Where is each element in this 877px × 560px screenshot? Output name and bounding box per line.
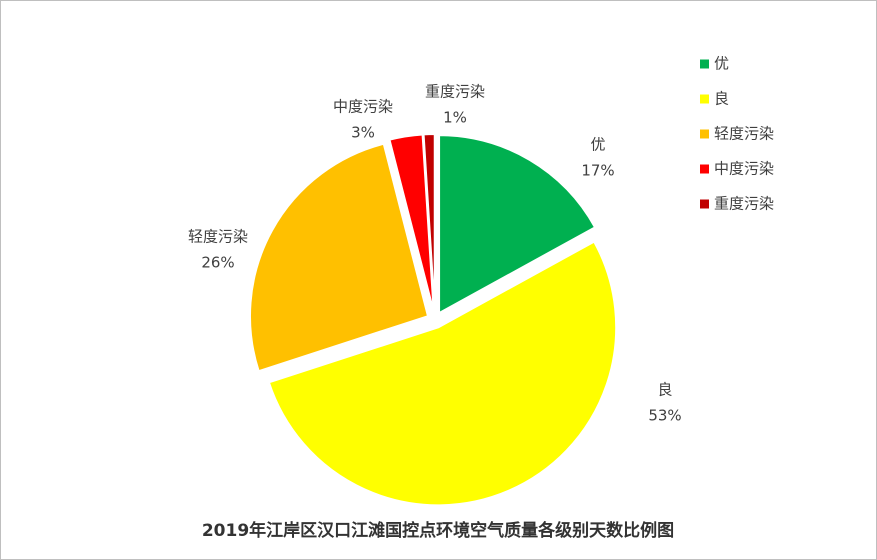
slice-value-label: 26% [201,254,234,272]
slice-value-label: 3% [351,124,375,142]
slice-label: 重度污染 [425,83,485,101]
pie-slice [422,133,436,313]
slice-label: 轻度污染 [188,228,248,246]
slice-value-label: 1% [443,109,467,127]
slice-value-label: 53% [648,407,681,425]
slice-label: 中度污染 [333,98,393,116]
legend-swatch [700,59,709,69]
slice-label: 优 [590,136,605,154]
legend-label: 良 [714,90,729,108]
legend-swatch [700,164,709,174]
pie-slice [267,240,618,507]
legend-swatch [700,199,709,209]
legend-swatch [700,94,709,104]
legend-label: 中度污染 [714,160,774,178]
chart-title: 2019年江岸区汉口江滩国控点环境空气质量各级别天数比例图 [202,520,674,541]
slice-label: 良 [657,381,672,399]
pie-slice [388,133,435,313]
slice-value-label: 17% [581,162,614,180]
pie-slice [438,134,597,315]
legend-label: 重度污染 [714,195,774,213]
legend-label: 轻度污染 [714,125,774,143]
pie-slice [249,142,430,373]
legend-label: 优 [714,55,729,73]
legend-swatch [700,129,709,139]
